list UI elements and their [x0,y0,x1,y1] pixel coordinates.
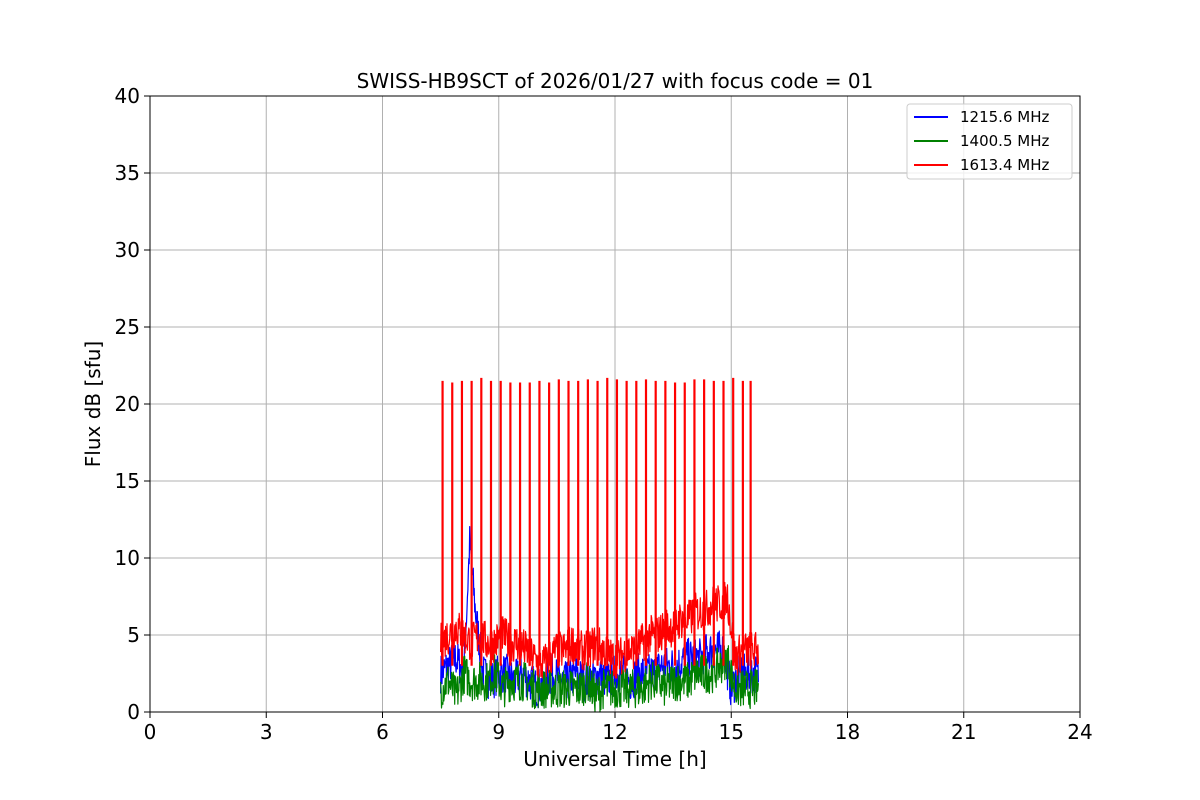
y-tick-label: 15 [115,469,140,493]
y-tick-label: 0 [127,700,140,724]
legend-label: 1613.4 MHz [960,156,1049,174]
x-tick-label: 6 [376,720,389,744]
y-axis-label: Flux dB [sfu] [81,341,105,467]
legend-label: 1400.5 MHz [960,132,1049,150]
ticks: 0 3 6 9 12 15 18 21 24 0 5 10 15 20 25 30 35 40 [115,84,1093,744]
x-tick-label: 18 [835,720,860,744]
legend-label: 1215.6 MHz [960,108,1049,126]
y-tick-label: 20 [115,392,140,416]
x-axis-label: Universal Time [h] [523,747,706,771]
y-tick-label: 30 [115,238,140,262]
y-tick-label: 40 [115,84,140,108]
x-tick-label: 9 [492,720,505,744]
x-tick-label: 12 [602,720,627,744]
y-tick-label: 35 [115,161,140,185]
series-line-1400-5-mhz [440,644,759,713]
series-layer [440,377,759,713]
chart-title: SWISS-HB9SCT of 2026/01/27 with focus co… [357,69,874,93]
y-tick-label: 5 [127,623,140,647]
x-tick-label: 21 [951,720,976,744]
x-tick-label: 3 [260,720,273,744]
y-tick-label: 10 [115,546,140,570]
series-line-1613-4-mhz [440,580,759,679]
legend: 1215.6 MHz 1400.5 MHz 1613.4 MHz [906,103,1073,180]
legend-box [906,103,1073,180]
x-tick-label: 15 [719,720,744,744]
y-tick-label: 25 [115,315,140,339]
x-tick-label: 24 [1067,720,1092,744]
x-tick-label: 0 [144,720,157,744]
